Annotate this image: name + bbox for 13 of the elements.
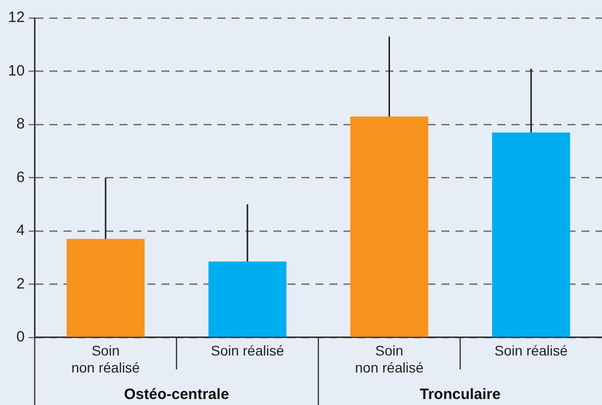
x-tick-label: Soin réalisé xyxy=(210,342,284,359)
y-tick-label: 2 xyxy=(16,275,25,292)
text: Ostéo-centrale xyxy=(124,386,230,404)
x-tick-label: Soin non réalisé xyxy=(71,342,140,376)
x-tick-label: Soin non réalisé xyxy=(355,342,424,376)
x-tick-label: Soin réalisé xyxy=(494,342,568,359)
y-tick-label: 8 xyxy=(16,116,25,133)
y-tick-label: 4 xyxy=(16,222,25,240)
y-tick-label: 12 xyxy=(8,9,25,26)
y-tick-label: 6 xyxy=(16,168,25,186)
y-tick-label: 10 xyxy=(8,62,25,80)
y-tick-label: 0 xyxy=(16,328,25,346)
text: Tronculaire xyxy=(420,386,501,404)
